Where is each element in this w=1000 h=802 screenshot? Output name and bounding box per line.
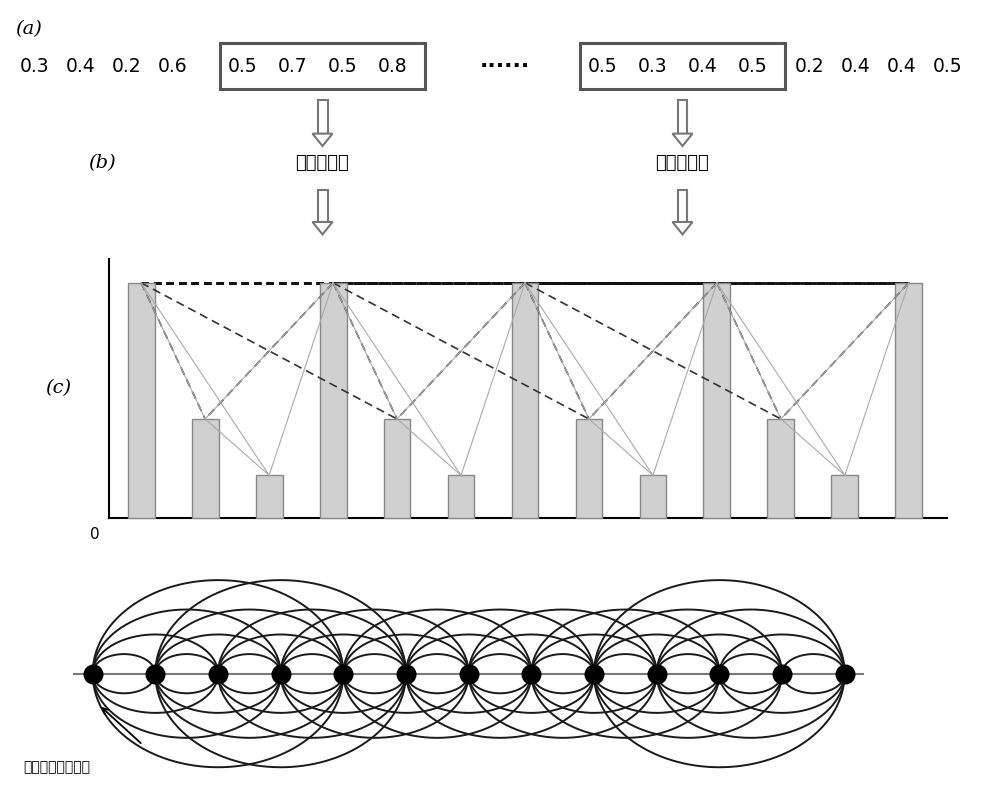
Text: 0.4: 0.4 (841, 57, 871, 75)
Point (85, 667, 101, 680)
FancyBboxPatch shape (580, 43, 785, 90)
Text: ······: ······ (480, 56, 530, 76)
Polygon shape (318, 190, 328, 222)
Text: 0.5: 0.5 (588, 57, 618, 75)
Text: 0.7: 0.7 (278, 57, 308, 75)
Bar (192, 419, 219, 517)
Text: 0.2: 0.2 (112, 57, 142, 75)
Polygon shape (672, 222, 692, 234)
Bar (895, 283, 922, 517)
Point (774, 667, 790, 680)
Polygon shape (312, 134, 332, 146)
Point (210, 667, 226, 680)
Bar (703, 283, 730, 517)
Text: 0.4: 0.4 (887, 57, 917, 75)
Text: 0.3: 0.3 (20, 57, 50, 75)
Point (523, 667, 539, 680)
Bar (128, 283, 155, 517)
Point (147, 667, 163, 680)
Text: 加权粗粒化: 加权粗粒化 (296, 154, 349, 172)
Text: 0.3: 0.3 (638, 57, 668, 75)
Point (273, 667, 289, 680)
Polygon shape (318, 99, 328, 134)
Text: 0.5: 0.5 (328, 57, 358, 75)
Text: 0.5: 0.5 (738, 57, 768, 75)
Text: 加权粗粒化后的点: 加权粗粒化后的点 (24, 760, 91, 774)
Text: 0: 0 (90, 527, 100, 542)
Point (586, 667, 602, 680)
Bar (767, 419, 794, 517)
Polygon shape (678, 99, 687, 134)
Point (649, 667, 665, 680)
Text: 0.5: 0.5 (933, 57, 963, 75)
Point (335, 667, 351, 680)
Text: 0.4: 0.4 (66, 57, 96, 75)
Bar (448, 476, 474, 517)
Text: 0.6: 0.6 (158, 57, 188, 75)
Point (837, 667, 853, 680)
Bar (576, 419, 602, 517)
Bar (640, 476, 666, 517)
Text: (c): (c) (45, 379, 71, 398)
Text: 0.2: 0.2 (795, 57, 825, 75)
Text: (b): (b) (88, 154, 116, 172)
Text: 0.4: 0.4 (688, 57, 718, 75)
Point (461, 667, 477, 680)
FancyBboxPatch shape (220, 43, 425, 90)
Bar (384, 419, 410, 517)
Text: (a): (a) (15, 20, 42, 38)
Bar (256, 476, 283, 517)
Bar (831, 476, 858, 517)
Bar (512, 283, 538, 517)
Point (398, 667, 414, 680)
Point (711, 667, 727, 680)
Polygon shape (678, 190, 687, 222)
Text: 0.5: 0.5 (228, 57, 258, 75)
Polygon shape (312, 222, 332, 234)
Bar (320, 283, 347, 517)
Polygon shape (672, 134, 692, 146)
Text: 加权粗粒化: 加权粗粒化 (656, 154, 709, 172)
Text: 0.8: 0.8 (378, 57, 408, 75)
